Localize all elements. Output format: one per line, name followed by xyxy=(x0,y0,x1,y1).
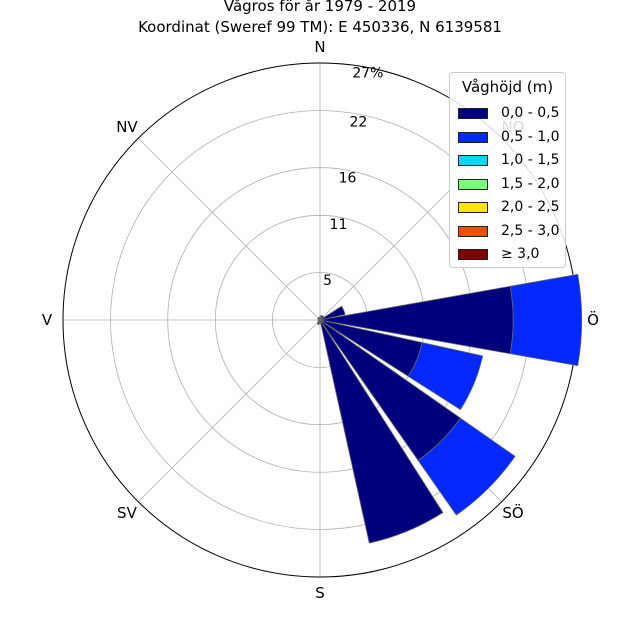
bar-wedge xyxy=(317,316,321,321)
bar-wedge xyxy=(319,305,346,321)
bar-wedge xyxy=(417,417,516,516)
legend-swatch xyxy=(458,178,488,190)
direction-label: V xyxy=(42,311,53,329)
legend-item: 0,5 - 1,0 xyxy=(458,128,563,146)
bar-wedge xyxy=(509,273,583,367)
direction-label: NV xyxy=(116,118,138,136)
legend-label: 1,0 - 1,5 xyxy=(501,152,560,168)
direction-label: N xyxy=(314,38,325,56)
legend: Våghöjd (m) 0,0 - 0,5 0,5 - 1,0 1,0 - 1,5 1… xyxy=(449,72,566,268)
legend-item: 2,5 - 3,0 xyxy=(458,222,563,240)
grid-spoke xyxy=(137,137,321,321)
direction-label: S xyxy=(315,584,325,602)
labels: NNÖÖSÖSSVVNV511162227% xyxy=(42,38,599,602)
direction-label: SÖ xyxy=(502,503,523,522)
legend-item: 1,0 - 1,5 xyxy=(458,152,563,169)
legend-label: ≥ 3,0 xyxy=(501,246,540,262)
radial-tick-label: 11 xyxy=(330,217,348,233)
bars xyxy=(316,273,583,544)
direction-label: Ö xyxy=(587,310,599,329)
legend-item: 0,0 - 0,5 xyxy=(458,105,563,122)
legend-item: ≥ 3,0 xyxy=(458,246,563,263)
grid-spoke xyxy=(137,319,321,503)
legend-title: Våghöjd (m) xyxy=(461,78,554,96)
legend-label: 0,0 - 0,5 xyxy=(501,105,560,121)
legend-label: 2,0 - 2,5 xyxy=(501,199,560,215)
bar-wedge xyxy=(407,342,484,411)
chart-subtitle: Koordinat (Sweref 99 TM): E 450336, N 61… xyxy=(138,18,502,36)
legend-swatch xyxy=(458,225,488,237)
radial-tick-label: 5 xyxy=(323,273,332,289)
legend-swatch xyxy=(458,131,488,143)
legend-item: 2,0 - 2,5 xyxy=(458,199,563,216)
chart-title: Vågros för år 1979 - 2019 xyxy=(223,0,417,15)
direction-label: SV xyxy=(117,504,138,522)
legend-label: 0,5 - 1,0 xyxy=(501,128,560,145)
bar-wedge xyxy=(319,319,444,544)
legend-label: 2,5 - 3,0 xyxy=(501,222,560,239)
legend-swatch xyxy=(458,202,488,213)
legend-swatch xyxy=(458,108,488,119)
legend-swatch xyxy=(458,155,488,166)
radial-tick-label: 22 xyxy=(350,114,368,130)
legend-swatch xyxy=(458,249,488,260)
radial-tick-label: 27% xyxy=(352,66,383,82)
legend-item: 1,5 - 2,0 xyxy=(458,175,563,193)
legend-label: 1,5 - 2,0 xyxy=(501,175,560,192)
radial-tick-label: 16 xyxy=(339,170,357,186)
